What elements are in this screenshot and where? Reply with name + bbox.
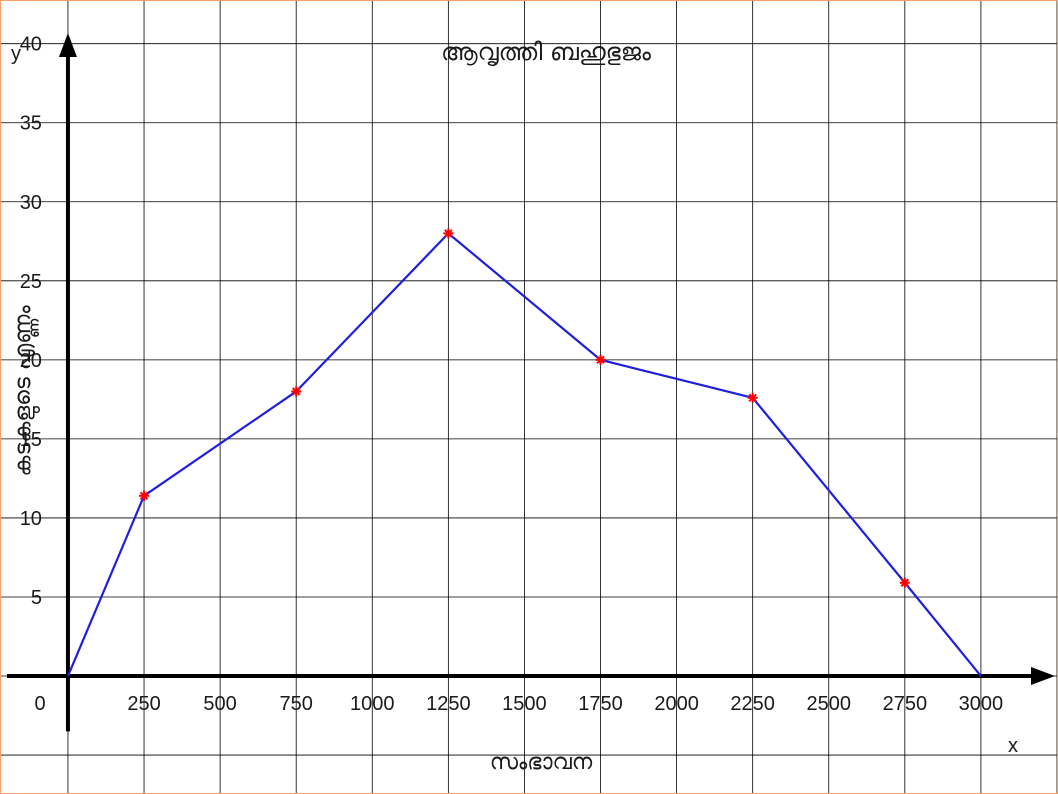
marker-stroke [444, 229, 453, 238]
x-tick-label: 250 [127, 693, 160, 715]
marker-stroke [291, 387, 301, 396]
y-tick-label: 15 [20, 429, 42, 451]
y-tick-label: 40 [20, 34, 42, 56]
chart-title: ആവൃത്തി ബഹുഭുജം [441, 38, 652, 66]
marker-stroke [900, 578, 910, 587]
x-tick-label: 2000 [654, 693, 699, 715]
y-axis-label: കടകളുടെ എണ്ണം [11, 305, 41, 477]
origin-label: 0 [34, 693, 45, 715]
x-axis-arrow [1031, 667, 1055, 686]
marker-stroke [139, 491, 149, 501]
data-point-marker [291, 386, 302, 397]
x-tick-label: 1750 [578, 693, 623, 715]
data-point-marker [443, 228, 454, 239]
x-tick-label: 2750 [883, 693, 928, 715]
y-tick-label: 35 [20, 113, 42, 135]
chart-texts: ആവൃത്തി ബഹുഭുജം സംഭാവന കടകളുടെ എണ്ണം x y… [11, 38, 1018, 775]
marker-stroke [748, 393, 757, 402]
data-point-marker [595, 354, 606, 365]
y-axis-letter: y [11, 43, 21, 65]
series [66, 228, 982, 677]
x-axis-label: സംഭാവന [490, 750, 593, 775]
y-tick-label: 25 [20, 271, 42, 293]
y-axis-arrow [58, 33, 77, 57]
x-tick-label: 750 [280, 693, 313, 715]
tick-labels: 250 500 750 1000 1250 1500 1750 2000 2250 2500 275… [20, 34, 1003, 715]
axes [7, 33, 1055, 732]
data-point-marker [899, 577, 910, 588]
x-tick-label: 500 [203, 693, 236, 715]
y-tick-label: 10 [20, 508, 42, 530]
data-point-marker [139, 490, 150, 501]
x-tick-label: 1000 [350, 693, 395, 715]
x-tick-label: 2250 [730, 693, 775, 715]
x-tick-label: 3000 [959, 693, 1004, 715]
x-tick-label: 2500 [807, 693, 852, 715]
series-line [66, 232, 982, 677]
y-tick-label: 5 [31, 587, 42, 609]
x-tick-label: 1500 [502, 693, 547, 715]
y-tick-label: 20 [20, 350, 42, 372]
marker-stroke [596, 355, 605, 365]
data-point-marker [747, 392, 758, 403]
y-tick-label: 30 [20, 192, 42, 214]
x-axis-letter: x [1008, 735, 1018, 757]
x-tick-label: 1250 [426, 693, 471, 715]
